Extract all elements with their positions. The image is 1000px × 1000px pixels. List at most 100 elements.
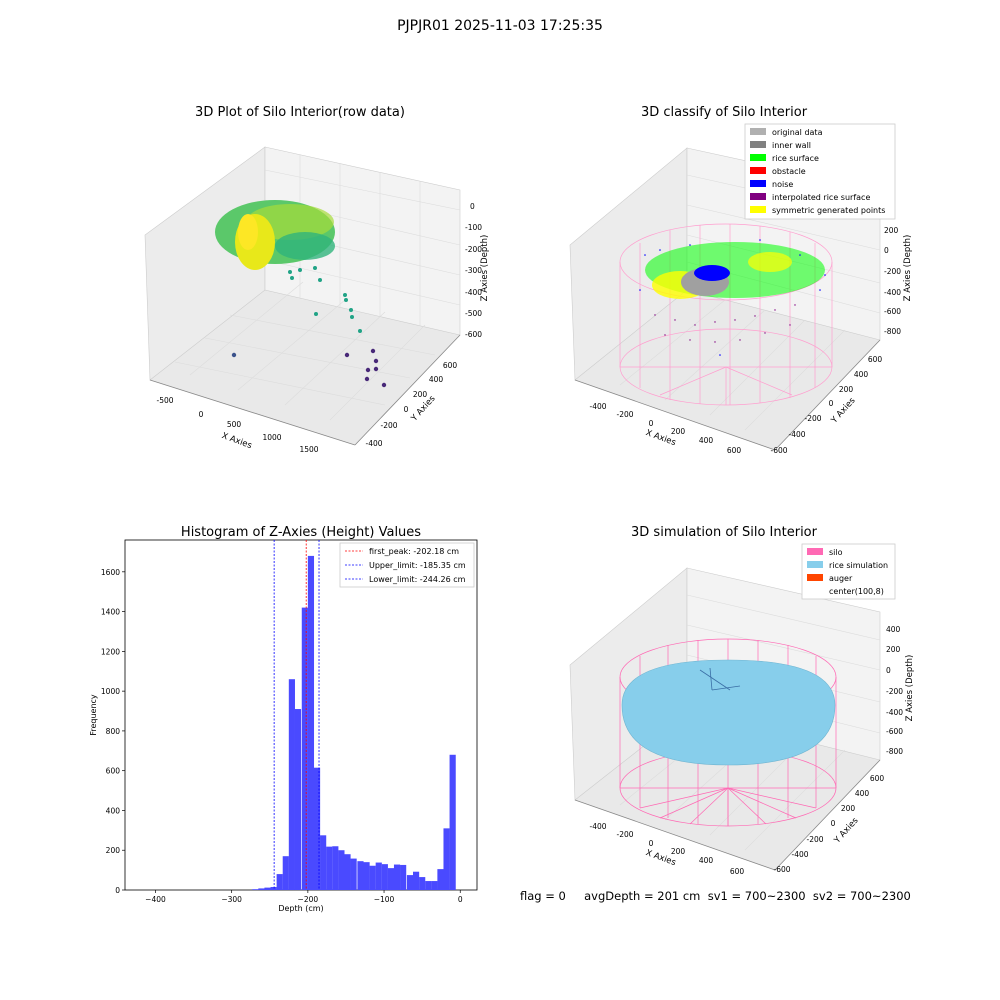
histogram-legend: first_peak: -202.18 cm Upper_limit: -185… (339, 542, 475, 588)
histogram-bar (350, 858, 357, 890)
svg-text:-600: -600 (886, 727, 903, 736)
histogram-ytick-label: 800 (106, 727, 121, 736)
legend-label-lower: Lower_limit: -244.26 cm (369, 575, 466, 584)
histogram-ytick-label: 200 (106, 846, 121, 855)
svg-text:200: 200 (671, 427, 686, 436)
histogram-bar (344, 854, 351, 890)
histogram-xtick-label: −300 (221, 895, 242, 904)
figure-title: PJPJR01 2025-11-03 17:25:35 (397, 18, 603, 34)
svg-text:-400: -400 (365, 439, 382, 448)
histogram-bar (437, 869, 444, 890)
legend-label-rice-surface: rice surface (772, 154, 819, 163)
svg-text:0: 0 (649, 419, 654, 428)
classify-xlabel: X Axies (644, 428, 677, 448)
svg-text:-200: -200 (804, 414, 821, 423)
simulation-ylabel: Y Axies (832, 815, 861, 846)
histogram-title: Histogram of Z-Axies (Height) Values (181, 525, 421, 540)
svg-text:400: 400 (699, 856, 714, 865)
raw-tick-labels: -500 0 500 1000 1500 600 400 200 0 -200 … (156, 202, 482, 454)
svg-text:400: 400 (429, 375, 444, 384)
histogram-bar (381, 864, 388, 890)
histogram-bar (288, 679, 295, 890)
simulation-silo-wireframe (619, 638, 837, 827)
svg-text:-600: -600 (770, 446, 787, 455)
histogram-bar (326, 846, 333, 890)
svg-text:200: 200 (886, 645, 901, 654)
histogram-bar (258, 888, 265, 890)
histogram-ytick-label: 1000 (101, 687, 120, 696)
histogram-bar (375, 862, 382, 890)
simulation-xlabel: X Axies (644, 848, 677, 868)
histogram-bar (282, 856, 289, 890)
legend-label-upper: Upper_limit: -185.35 cm (369, 561, 466, 570)
legend-label-symmetric: symmetric generated points (772, 206, 885, 215)
legend-label-noise: noise (772, 180, 793, 189)
legend-label-inner-wall: inner wall (772, 141, 811, 150)
simulation-rice-surface (621, 659, 836, 766)
histogram-ytick-label: 0 (115, 886, 120, 895)
legend-swatch-obstacle (750, 167, 766, 174)
histogram-bar (338, 850, 345, 890)
simulation-axes-box (569, 567, 881, 871)
svg-text:-400: -400 (465, 288, 482, 297)
svg-text:-300: -300 (465, 266, 482, 275)
svg-text:-600: -600 (465, 330, 482, 339)
raw-plot-title: 3D Plot of Silo Interior(row data) (195, 105, 405, 120)
svg-text:-400: -400 (884, 288, 901, 297)
histogram-bar (307, 555, 315, 890)
svg-text:600: 600 (730, 867, 745, 876)
histogram-xtick-label: −200 (298, 895, 319, 904)
legend-swatch-auger (807, 574, 823, 581)
histogram-vlines (273, 540, 320, 890)
histogram-bar (387, 868, 395, 890)
svg-text:0: 0 (829, 399, 834, 408)
histogram-xticks: −400 −300 −200 −100 0 (145, 890, 463, 904)
legend-swatch-silo (807, 548, 823, 555)
raw-axes-box (144, 146, 461, 446)
histogram-bar (369, 865, 376, 890)
histogram-bar (419, 877, 426, 890)
classify-legend: original data inner wall rice surface ob… (744, 123, 896, 220)
histogram-bar (264, 887, 271, 890)
svg-text:-800: -800 (884, 327, 901, 336)
legend-swatch-interpolated (750, 193, 766, 200)
svg-text:-600: -600 (773, 865, 790, 874)
svg-text:-800: -800 (886, 747, 903, 756)
svg-text:0: 0 (470, 202, 475, 211)
svg-text:-600: -600 (884, 307, 901, 316)
histogram-ytick-label: 600 (106, 767, 121, 776)
svg-text:600: 600 (443, 361, 458, 370)
classify-zlabel: Z Axies (Depth) (903, 235, 913, 302)
svg-text:600: 600 (870, 774, 885, 783)
svg-text:-200: -200 (886, 687, 903, 696)
histogram-bar (357, 861, 364, 890)
status-footer: flag = 0 avgDepth = 201 cm sv1 = 700~230… (520, 889, 911, 903)
svg-text:200: 200 (671, 847, 686, 856)
legend-label-silo: silo (829, 548, 843, 557)
svg-text:-400: -400 (589, 402, 606, 411)
histogram-bar (294, 709, 302, 890)
legend-label-center: center(100,8) (829, 587, 884, 596)
svg-text:-400: -400 (589, 822, 606, 831)
histogram-bar (301, 607, 308, 890)
svg-text:400: 400 (854, 370, 869, 379)
svg-text:1000: 1000 (262, 433, 281, 442)
svg-text:0: 0 (886, 666, 891, 675)
simulation-plot-title: 3D simulation of Silo Interior (631, 525, 818, 540)
histogram-ytick-label: 400 (106, 806, 121, 815)
legend-label-obstacle: obstacle (772, 167, 806, 176)
histogram-bars (252, 555, 456, 890)
histogram-bar (270, 887, 277, 890)
legend-label-original: original data (772, 128, 823, 137)
legend-swatch-inner-wall (750, 141, 766, 148)
classify-plot-title: 3D classify of Silo Interior (641, 105, 808, 120)
simulation-tick-labels: -400 -200 0 200 400 600 600 400 200 0 -2… (589, 625, 903, 876)
raw-ylabel: Y Axies (409, 393, 438, 424)
svg-text:200: 200 (413, 390, 428, 399)
histogram-bar (449, 754, 456, 890)
legend-label-first-peak: first_peak: -202.18 cm (369, 547, 459, 556)
histogram-ytick-label: 1400 (101, 608, 120, 617)
svg-text:0: 0 (199, 410, 204, 419)
